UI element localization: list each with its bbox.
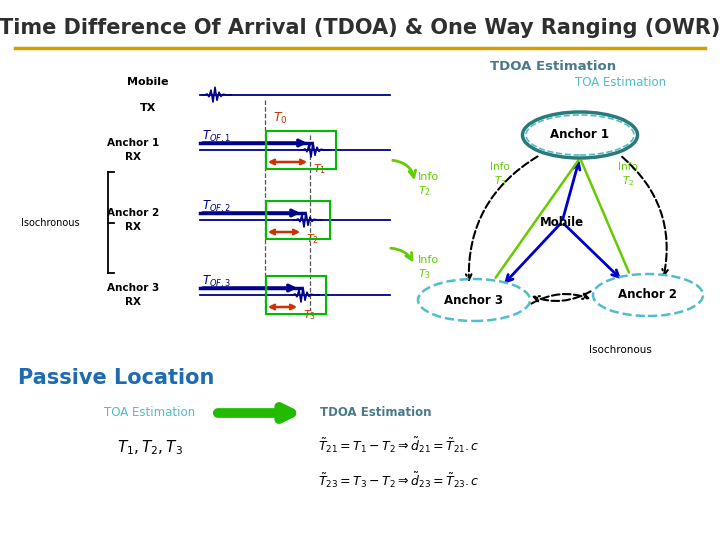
Text: TOA Estimation: TOA Estimation: [575, 77, 666, 90]
Text: $T_{OF,1}$: $T_{OF,1}$: [202, 129, 231, 145]
Text: $T_{OF,2}$: $T_{OF,2}$: [202, 199, 231, 215]
Text: $T_1,T_2,T_3$: $T_1,T_2,T_3$: [117, 438, 183, 457]
Text: Anchor 2
RX: Anchor 2 RX: [107, 208, 159, 232]
Text: $\tilde{T}_{23}=T_3-T_2 \Rightarrow \tilde{d}_{23}=\tilde{T}_{23}.c$: $\tilde{T}_{23}=T_3-T_2 \Rightarrow \til…: [318, 470, 480, 490]
Text: Info
$T_3$: Info $T_3$: [490, 162, 510, 188]
Text: Passive Location: Passive Location: [18, 368, 215, 388]
Text: $T_0$: $T_0$: [273, 111, 287, 126]
Text: Anchor 1
RX: Anchor 1 RX: [107, 138, 159, 161]
Text: Anchor 3
RX: Anchor 3 RX: [107, 284, 159, 307]
Text: $\tilde{T}_{21}=T_1-T_2 \Rightarrow \tilde{d}_{21}=\tilde{T}_{21}.c$: $\tilde{T}_{21}=T_1-T_2 \Rightarrow \til…: [318, 435, 480, 455]
Text: TDOA Estimation: TDOA Estimation: [490, 60, 616, 73]
Text: Info
$T_2$: Info $T_2$: [618, 162, 638, 188]
Text: Anchor 2: Anchor 2: [618, 288, 678, 301]
Text: Mobile: Mobile: [127, 77, 168, 87]
Text: TOA Estimation: TOA Estimation: [104, 407, 196, 420]
Text: Info
$T_2$: Info $T_2$: [418, 172, 439, 198]
Text: Isochronous: Isochronous: [588, 345, 652, 355]
Text: $T_2$: $T_2$: [306, 232, 319, 246]
Text: TX: TX: [140, 103, 156, 113]
Text: $T_3$: $T_3$: [303, 308, 316, 322]
Text: Time Difference Of Arrival (TDOA) & One Way Ranging (OWR): Time Difference Of Arrival (TDOA) & One …: [0, 18, 720, 38]
Text: Anchor 1: Anchor 1: [551, 129, 610, 141]
Text: Mobile: Mobile: [540, 215, 584, 228]
Text: Isochronous: Isochronous: [21, 218, 79, 227]
Text: $T_{OF,3}$: $T_{OF,3}$: [202, 274, 231, 290]
Text: TDOA Estimation: TDOA Estimation: [320, 407, 431, 420]
Text: $T_1$: $T_1$: [313, 162, 326, 176]
Text: Info
$T_3$: Info $T_3$: [418, 254, 439, 281]
Text: Anchor 3: Anchor 3: [444, 294, 503, 307]
